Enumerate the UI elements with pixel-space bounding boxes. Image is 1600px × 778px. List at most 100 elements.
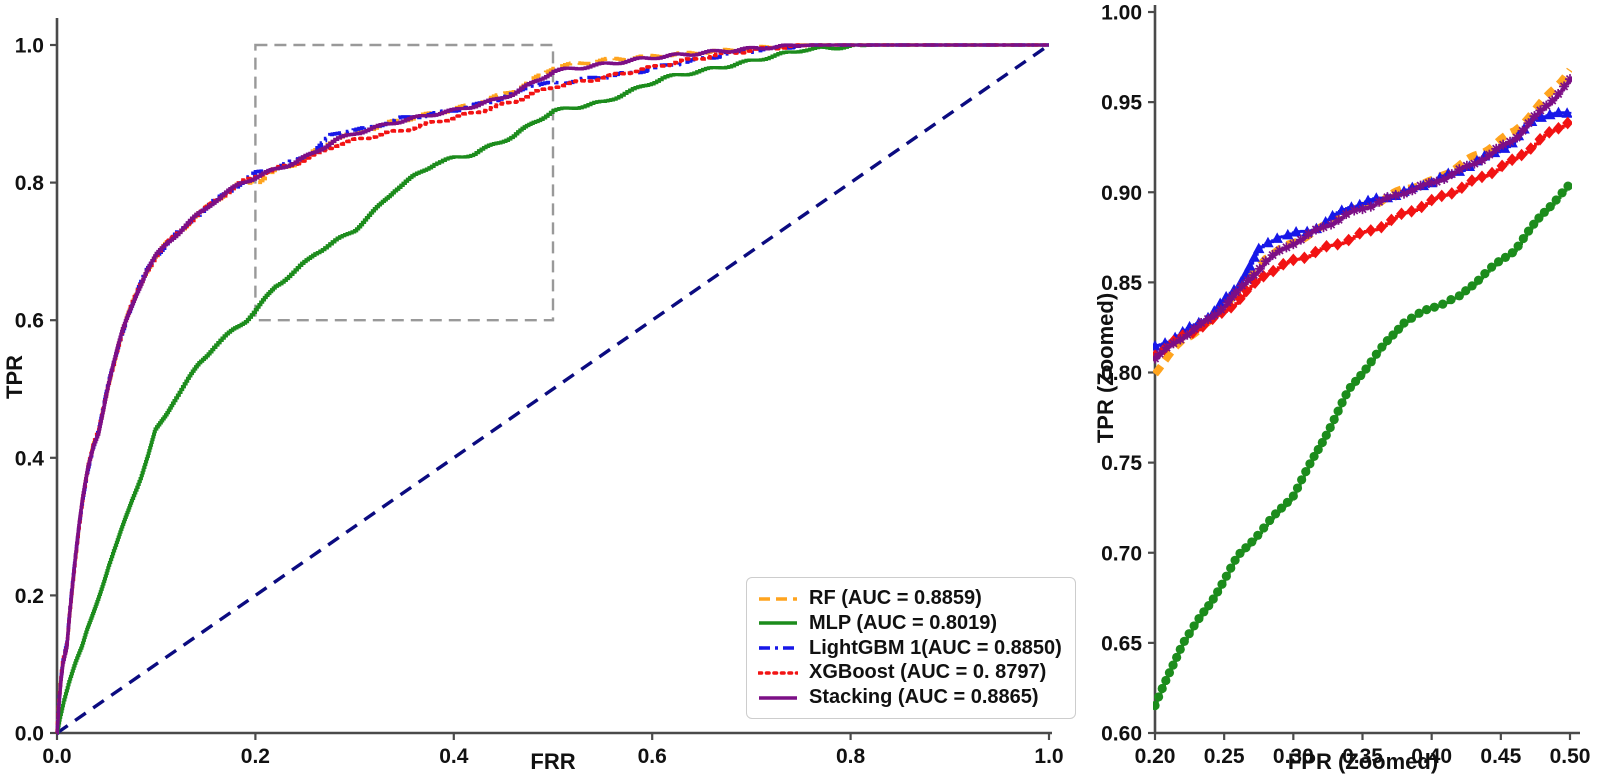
marker-star [1446,169,1457,180]
marker-star [1230,287,1241,298]
marker-triangle [1271,232,1283,243]
marker-circle [1523,226,1534,236]
marker-circle [1529,219,1539,229]
tick-labels: 0.0 0.2 0.4 0.6 0.8 1.0 0.0 0.2 0.4 0.6 0.8 1.0 [15,35,1064,769]
y-tick-label: 0.6 [15,310,44,333]
series-markers-xgboost [1153,116,1572,363]
marker-circle [1208,594,1218,604]
y-tick-label: 0.65 [1101,632,1142,655]
marker-diamond [1552,122,1564,135]
marker-circle [1539,207,1549,217]
marker-diamond [1385,213,1397,227]
marker-star [1491,143,1502,154]
marker-star [1382,192,1393,203]
marker-triangle [1561,107,1572,118]
marker-diamond [1534,132,1546,146]
legend-swatch-xgboost [758,670,798,675]
marker-star [1461,160,1472,171]
marker-star [1349,205,1360,216]
marker-circle [1230,555,1240,565]
marker-circle [1317,437,1327,448]
series-markers-stacking [1153,74,1572,364]
marker-circle [1487,262,1497,272]
legend-label: LightGBM 1(AUC = 0.8850) [809,636,1062,659]
marker-circle [1345,382,1355,393]
y-tick-label: 1.00 [1101,2,1142,25]
marker-circle [1221,571,1231,581]
marker-circle [1454,291,1464,301]
y-tick-label: 0.80 [1101,362,1142,385]
marker-diamond [1332,237,1344,251]
marker-star [1553,88,1564,99]
marker-star [1260,256,1271,267]
marker-star [1505,136,1516,147]
marker-diamond [1267,264,1279,278]
marker-circle [1513,241,1523,251]
marker-circle [1551,195,1561,205]
marker-diamond [1426,193,1438,207]
marker-star [1303,228,1314,239]
marker-star [1399,188,1409,199]
marker-circle [1276,503,1287,513]
y-tick-label: 0.90 [1101,182,1142,205]
x-tick-label: 0.35 [1342,745,1383,768]
x-tick-label: 0.30 [1273,745,1314,768]
y-tick-label: 0.60 [1101,723,1142,746]
marker-star [1318,222,1329,233]
x-tick-label: 0.45 [1480,745,1521,768]
marker-circle [1333,406,1343,416]
tick-marks [1148,10,1572,740]
marker-circle [1493,257,1504,267]
marker-circle [1297,475,1307,485]
marker-diamond [1562,116,1572,130]
marker-star [1189,323,1200,334]
x-tick-label: 0.8 [836,745,866,768]
series-line-xgboost [1155,121,1572,358]
marker-diamond [1456,181,1468,195]
marker-triangle [1153,340,1161,351]
marker-star [1523,118,1534,129]
marker-circle [1545,202,1555,212]
marker-star [1161,342,1172,353]
marker-circle [1282,497,1293,507]
marker-diamond [1496,159,1508,173]
marker-circle [1292,483,1303,493]
marker-triangle [1282,228,1294,240]
series-group [55,43,1051,735]
marker-star [1517,125,1528,136]
x-tick-label: 1.0 [1034,745,1063,768]
marker-circle [1480,269,1490,279]
legend-item-stacking: Stacking (AUC = 0.8865) [758,686,1062,709]
series-line-mlp [55,43,1049,735]
marker-diamond [1525,142,1537,155]
x-tick-label: 0.50 [1550,745,1591,768]
marker-star [1431,176,1442,187]
marker-triangle [1544,108,1556,120]
y-axis-label-tpr: TPR [2,355,27,399]
chart-roc_full: 0.0 0.2 0.4 0.6 0.8 1.0 0.0 0.2 0.4 0.6 0.8 1.0 [15,18,1064,768]
marker-diamond [1321,240,1333,253]
marker-diamond [1375,220,1387,234]
marker-diamond [1287,253,1299,267]
marker-circle [1199,607,1209,617]
marker-circle [1172,652,1182,662]
marker-star [1374,196,1385,207]
marker-star [1310,224,1321,235]
marker-circle [1557,188,1567,198]
y-tick-label: 0.75 [1101,452,1142,475]
marker-star [1154,348,1165,359]
marker-diamond [1543,126,1555,139]
marker-diamond [1277,257,1289,271]
marker-diamond [1466,174,1478,187]
y-tick-label: 0.0 [15,723,44,746]
marker-circle [1518,233,1528,244]
marker-circle [1217,579,1227,589]
marker-circle [1341,390,1351,400]
marker-circle [1168,660,1178,670]
marker-star [1423,178,1434,189]
tick-marks [50,43,1051,740]
marker-circle [1534,213,1544,223]
marker-circle [1154,692,1164,702]
marker-star [1254,263,1265,274]
marker-star [1295,234,1306,245]
